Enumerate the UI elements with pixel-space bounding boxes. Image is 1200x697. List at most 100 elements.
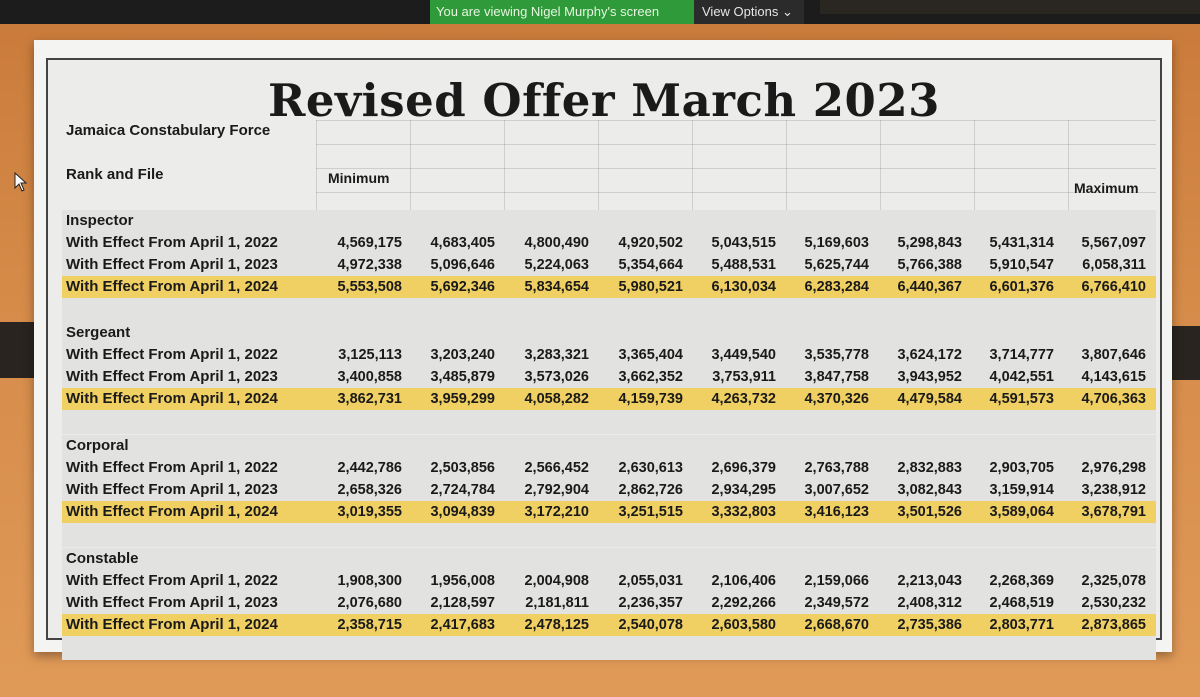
row-label: With Effect From April 1, 2022: [66, 459, 278, 476]
salary-cell: 2,106,406: [711, 573, 776, 589]
salary-cell: 2,292,266: [711, 595, 776, 611]
salary-cell: 5,431,314: [989, 235, 1054, 251]
salary-cell: 4,042,551: [989, 369, 1054, 385]
salary-cell: 2,862,726: [618, 482, 683, 498]
rank-name: Constable: [66, 550, 139, 567]
row-label: With Effect From April 1, 2023: [66, 481, 278, 498]
salary-cell: 2,934,295: [711, 482, 776, 498]
table-row: With Effect From April 1, 2024 2,358,715 2…: [62, 614, 1156, 636]
rank-name: Inspector: [66, 212, 134, 229]
salary-cell: 3,535,778: [804, 347, 869, 363]
salary-cell: 3,807,646: [1081, 347, 1146, 363]
salary-cell: 2,873,865: [1081, 617, 1146, 633]
salary-cell: 4,143,615: [1081, 369, 1146, 385]
salary-cell: 2,630,613: [618, 460, 683, 476]
rank-name: Sergeant: [66, 324, 131, 341]
table-row: With Effect From April 1, 2023 2,076,680 2…: [62, 592, 1156, 614]
salary-cell: 2,735,386: [897, 617, 962, 633]
mouse-cursor-icon: [14, 172, 28, 192]
table-row: With Effect From April 1, 2024 3,862,731 3…: [62, 388, 1156, 410]
salary-cell: 2,976,298: [1081, 460, 1146, 476]
salary-cell: 2,076,680: [337, 595, 402, 611]
salary-cell: 2,763,788: [804, 460, 869, 476]
salary-cell: 3,416,123: [804, 504, 869, 520]
salary-cell: 2,696,379: [711, 460, 776, 476]
salary-cell: 5,567,097: [1081, 235, 1146, 251]
salary-cell: 2,128,597: [430, 595, 495, 611]
salary-cell: 4,800,490: [524, 235, 589, 251]
salary-cell: 3,400,858: [337, 369, 402, 385]
row-label: With Effect From April 1, 2022: [66, 346, 278, 363]
row-label: With Effect From April 1, 2024: [66, 390, 278, 407]
minimum-header: Minimum: [328, 170, 390, 186]
salary-cell: 2,181,811: [525, 595, 589, 611]
salary-cell: 2,658,326: [337, 482, 402, 498]
salary-cell: 2,417,683: [430, 617, 495, 633]
salary-cell: 2,358,715: [337, 617, 402, 633]
table-row: With Effect From April 1, 2022 2,442,786 2…: [62, 457, 1156, 479]
salary-cell: 3,332,803: [711, 504, 776, 520]
salary-cell: 3,283,321: [524, 347, 589, 363]
salary-cell: 6,766,410: [1081, 279, 1146, 295]
salary-cell: 2,213,043: [897, 573, 962, 589]
salary-cell: 3,365,404: [618, 347, 683, 363]
salary-cell: 2,478,125: [524, 617, 589, 633]
salary-cell: 2,468,519: [989, 595, 1054, 611]
row-label: With Effect From April 1, 2024: [66, 503, 278, 520]
salary-cell: 3,019,355: [337, 504, 402, 520]
salary-cell: 3,094,839: [430, 504, 495, 520]
salary-cell: 5,766,388: [897, 257, 962, 273]
rank-and-file-label: Rank and File: [66, 166, 164, 183]
salary-cell: 6,130,034: [711, 279, 776, 295]
screen-share-banner: You are viewing Nigel Murphy's screen: [430, 0, 694, 24]
salary-cell: 4,920,502: [618, 235, 683, 251]
salary-cell: 4,706,363: [1081, 391, 1146, 407]
salary-cell: 2,055,031: [618, 573, 683, 589]
salary-cell: 1,908,300: [337, 573, 402, 589]
salary-cell: 2,236,357: [618, 595, 683, 611]
row-label: With Effect From April 1, 2024: [66, 278, 278, 295]
top-bar-band: [820, 0, 1200, 14]
salary-cell: 2,566,452: [524, 460, 589, 476]
row-label: With Effect From April 1, 2023: [66, 256, 278, 273]
salary-cell: 2,442,786: [337, 460, 402, 476]
salary-cell: 3,159,914: [989, 482, 1054, 498]
section-background: [62, 548, 1156, 660]
salary-cell: 3,007,652: [804, 482, 869, 498]
maximum-header: Maximum: [1074, 180, 1139, 196]
salary-cell: 2,903,705: [989, 460, 1054, 476]
salary-cell: 5,096,646: [430, 257, 495, 273]
view-options-button[interactable]: View Options ⌄: [694, 0, 804, 24]
salary-cell: 5,169,603: [804, 235, 869, 251]
salary-cell: 4,058,282: [524, 391, 589, 407]
salary-cell: 2,159,066: [804, 573, 869, 589]
salary-cell: 6,601,376: [989, 279, 1054, 295]
salary-cell: 2,268,369: [989, 573, 1054, 589]
section-background: [62, 322, 1156, 434]
salary-cell: 3,573,026: [524, 369, 589, 385]
salary-cell: 4,159,739: [618, 391, 683, 407]
salary-cell: 2,668,670: [804, 617, 869, 633]
salary-cell: 4,370,326: [804, 391, 869, 407]
salary-cell: 1,956,008: [430, 573, 495, 589]
salary-cell: 2,832,883: [897, 460, 962, 476]
salary-cell: 2,792,904: [524, 482, 589, 498]
salary-cell: 5,553,508: [337, 279, 402, 295]
row-label: With Effect From April 1, 2024: [66, 616, 278, 633]
salary-cell: 5,298,843: [897, 235, 962, 251]
salary-cell: 5,488,531: [711, 257, 776, 273]
salary-cell: 3,959,299: [430, 391, 495, 407]
salary-cell: 3,862,731: [337, 391, 402, 407]
row-label: With Effect From April 1, 2023: [66, 594, 278, 611]
salary-cell: 5,625,744: [804, 257, 869, 273]
section-background: [62, 435, 1156, 547]
table-row: With Effect From April 1, 2023 3,400,858 3…: [62, 366, 1156, 388]
salary-cell: 4,263,732: [711, 391, 776, 407]
salary-cell: 3,251,515: [618, 504, 683, 520]
salary-cell: 3,678,791: [1081, 504, 1146, 520]
salary-cell: 3,943,952: [897, 369, 962, 385]
table-row: With Effect From April 1, 2023 4,972,338 5…: [62, 254, 1156, 276]
salary-cell: 3,847,758: [804, 369, 869, 385]
row-label: With Effect From April 1, 2022: [66, 572, 278, 589]
table-row: With Effect From April 1, 2022 3,125,113 3…: [62, 344, 1156, 366]
